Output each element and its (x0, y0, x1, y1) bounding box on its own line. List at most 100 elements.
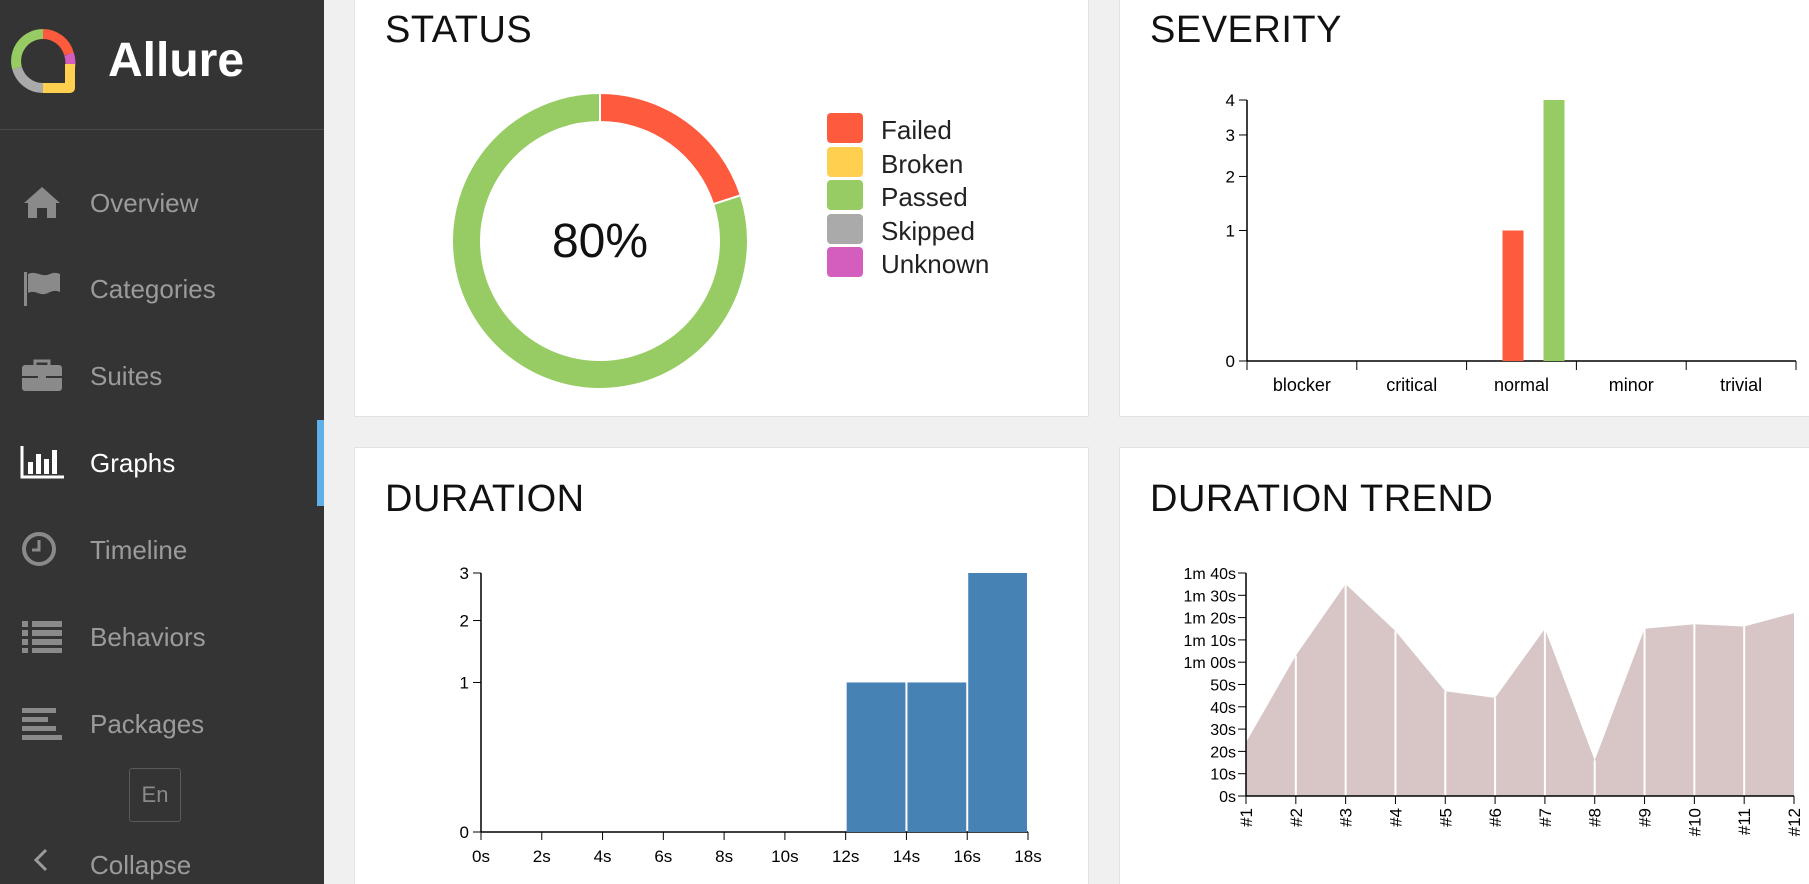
bar-chart-icon (20, 446, 64, 479)
severity-bar-chart: 0 1 2 3 4 blocker critical normal minor trivial (1226, 91, 1797, 395)
severity-widget: SEVERITY 0 1 2 3 4 blocker critical normal minor… (1119, 0, 1809, 417)
x-tick-label: #2 (1287, 808, 1306, 827)
y-tick-label: 2 (1226, 167, 1235, 186)
bar-failed-normal (1502, 230, 1524, 361)
legend-swatch (827, 180, 863, 210)
x-tick-label: 0s (472, 847, 490, 866)
y-tick-label: 40s (1210, 700, 1236, 717)
duration-histogram: 0 1 2 3 0s 2s 4s 6s 8s 10s 12s 14s 16s 18s (460, 564, 1042, 866)
y-tick-label: 1m 00s (1184, 655, 1236, 672)
legend-swatch (827, 247, 863, 277)
widget-title: DURATION TREND (1150, 478, 1494, 520)
x-tick-label: 6s (654, 847, 672, 866)
y-tick-label: 0 (1226, 352, 1235, 371)
language-button[interactable]: En (129, 768, 181, 822)
x-tick-label: #1 (1237, 808, 1256, 827)
y-tick-label: 4 (1226, 91, 1235, 110)
y-tick-label: 1m 40s (1184, 566, 1236, 583)
x-tick-label: 12s (832, 847, 859, 866)
duration-trend-widget: DURATION TREND 0s 10s 20s 30s 40s 50s 1m 00s 1m… (1119, 447, 1809, 884)
flag-icon (24, 272, 60, 306)
sidebar-item-label: Packages (90, 709, 205, 739)
y-tick-label: 30s (1210, 722, 1236, 739)
y-tick-label: 1m 20s (1184, 611, 1236, 628)
x-tick-label: #11 (1735, 808, 1754, 835)
legend-label: Skipped (881, 215, 975, 246)
x-tick-label: 10s (771, 847, 798, 866)
x-tick-label: #3 (1337, 808, 1356, 827)
collapse-button[interactable]: Collapse (0, 836, 324, 884)
sidebar-item-suites[interactable]: Suites (0, 343, 324, 407)
legend-swatch (827, 113, 863, 143)
bar-passed-normal (1543, 100, 1565, 361)
x-tick-label: 18s (1014, 847, 1041, 866)
y-tick-label: 3 (460, 564, 469, 583)
clock-icon (22, 532, 56, 566)
sidebar-item-timeline[interactable]: Timeline (0, 517, 324, 581)
x-tick-label: critical (1386, 375, 1437, 395)
slice-passed (451, 91, 749, 390)
legend-label: Passed (881, 182, 968, 212)
x-tick-label: minor (1609, 375, 1654, 395)
y-tick-label: 1m 10s (1184, 633, 1236, 650)
x-tick-label: #4 (1386, 808, 1405, 827)
sidebar: Allure Overview Categories Suites (0, 0, 324, 884)
legend-label: Unknown (881, 249, 990, 279)
sidebar-item-label: Categories (90, 274, 216, 304)
sidebar-item-label: Suites (90, 361, 163, 391)
home-icon (24, 187, 60, 218)
sidebar-item-label: Timeline (90, 535, 188, 565)
y-tick-label: 1 (1226, 222, 1235, 241)
sidebar-item-behaviors[interactable]: Behaviors (0, 604, 324, 668)
brand-name: Allure (108, 34, 245, 87)
x-tick-label: blocker (1273, 375, 1331, 395)
x-tick-label: #8 (1586, 808, 1605, 827)
sidebar-item-packages[interactable]: Packages (0, 691, 324, 755)
status-donut-chart: 80% (451, 91, 749, 390)
trend-area (1246, 584, 1794, 796)
allure-logo-icon (11, 29, 76, 93)
x-tick-label: #12 (1785, 808, 1804, 836)
y-tick-label: 0s (1219, 789, 1236, 806)
legend-label: Failed (881, 115, 952, 145)
x-tick-label: 16s (954, 847, 981, 866)
x-tick-label: #7 (1536, 808, 1555, 827)
x-tick-label: 14s (893, 847, 920, 866)
y-tick-label: 1 (460, 673, 469, 692)
list-icon (22, 621, 62, 653)
x-tick-label: #9 (1636, 808, 1655, 827)
slice-failed (599, 91, 743, 206)
duration-widget: DURATION 0 1 2 3 0s 2s 4s 6s 8s 10s 12s 14s 16s 18s (354, 447, 1089, 884)
collapse-label: Collapse (90, 850, 192, 880)
sidebar-item-overview[interactable]: Overview (0, 170, 324, 234)
widget-title: DURATION (385, 478, 585, 520)
y-tick-label: 2 (460, 612, 469, 631)
x-tick-label: 4s (594, 847, 612, 866)
bar-16s-18s (968, 573, 1027, 832)
x-tick-label: #5 (1436, 808, 1455, 827)
y-tick-label: 3 (1226, 126, 1235, 145)
x-tick-label: trivial (1720, 375, 1762, 395)
widget-title: SEVERITY (1150, 9, 1342, 51)
x-tick-label: 8s (715, 847, 733, 866)
status-widget: STATUS 80% Failed Broken Passed Skipped (354, 0, 1089, 417)
duration-trend-chart: 0s 10s 20s 30s 40s 50s 1m 00s 1m 10s 1m 20s 1m 30… (1184, 566, 1804, 836)
y-tick-label: 0 (460, 823, 469, 842)
sidebar-item-graphs[interactable]: Graphs (0, 430, 324, 494)
bar-14s-16s (907, 682, 967, 832)
status-center-label: 80% (552, 215, 648, 268)
sidebar-item-label: Overview (90, 188, 199, 218)
x-tick-label: normal (1494, 375, 1549, 395)
sidebar-item-label: Behaviors (90, 622, 206, 652)
bar-12s-14s (846, 682, 906, 832)
widget-title: STATUS (385, 9, 533, 51)
legend-swatch (827, 146, 863, 177)
y-tick-label: 50s (1210, 678, 1236, 695)
active-indicator (317, 420, 324, 506)
brand[interactable]: Allure (0, 0, 324, 130)
x-tick-label: 2s (533, 847, 551, 866)
chevron-left-icon (33, 848, 48, 872)
sidebar-item-label: Graphs (90, 448, 176, 478)
sidebar-item-categories[interactable]: Categories (0, 256, 324, 320)
